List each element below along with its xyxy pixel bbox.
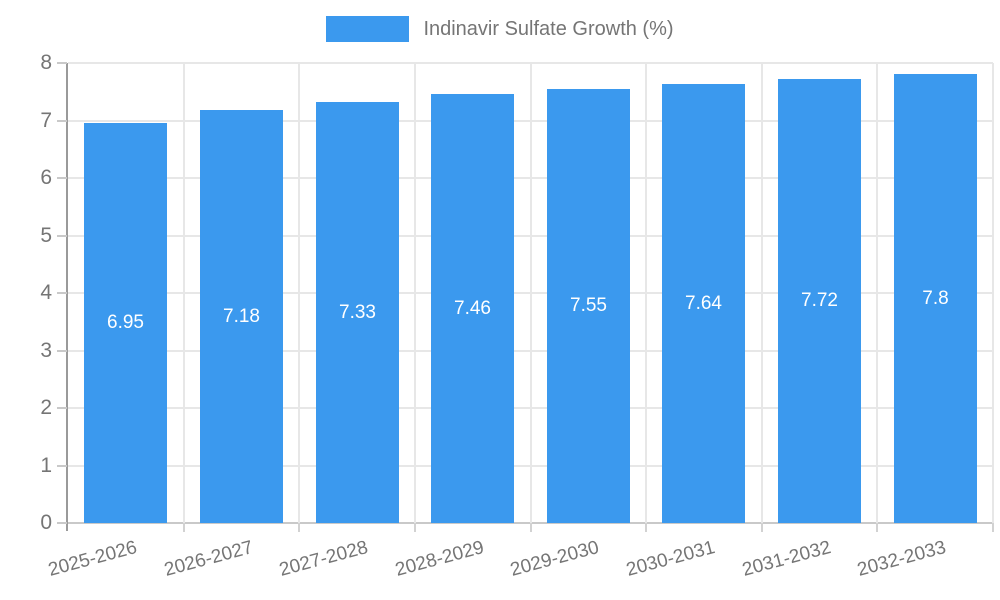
bar-value-label: 7.33 [339,301,376,323]
x-tick-label: 2025-2026 [46,537,140,581]
x-axis-tick [414,523,416,532]
gridline-x-boundary [530,63,532,523]
y-tick-label: 4 [40,281,52,304]
y-axis-tick [57,522,67,524]
bar-2027-2028[interactable]: 7.33 [316,102,399,523]
x-axis-tick [761,523,763,532]
gridline-x-boundary [298,63,300,523]
y-tick-label: 2 [40,396,52,419]
x-tick-label: 2029-2030 [508,537,602,581]
x-axis-tick [992,523,994,532]
x-tick-label: 2031-2032 [739,537,833,581]
bar-value-label: 7.64 [685,292,722,314]
bar-value-label: 7.8 [922,287,949,309]
y-axis-tick [57,119,67,122]
y-tick-label: 5 [40,223,52,247]
y-tick-label: 7 [40,108,52,132]
gridline-x-boundary [183,63,185,523]
legend-swatch[interactable] [326,16,410,42]
bar-2025-2026[interactable]: 6.95 [84,123,167,523]
y-axis-tick [57,177,67,179]
y-axis-tick [57,234,67,237]
y-tick-label: 8 [40,51,52,74]
y-tick-label: 3 [40,338,52,362]
bar-2026-2027[interactable]: 7.18 [200,110,283,523]
bar-2028-2029[interactable]: 7.46 [431,94,514,523]
x-tick-label: 2027-2028 [277,537,371,581]
bar-value-label: 7.72 [801,290,838,311]
plot-area: 6.95 7.18 7.33 7.46 7.55 7.64 7.72 7.8 [68,62,994,524]
y-axis-tick [57,407,67,409]
gridline-x-boundary [761,63,763,523]
y-axis-tick [57,349,67,352]
y-axis-tick [57,62,67,64]
x-axis-tick [298,523,300,532]
bar-value-label: 7.18 [223,305,260,327]
gridline-x-boundary [414,63,416,523]
x-tick-label: 2028-2029 [392,537,487,581]
y-tick-label: 0 [40,511,52,534]
y-axis-tick [57,292,67,294]
y-tick-label: 1 [40,453,52,477]
y-axis-line [66,63,68,531]
bar-2032-2033[interactable]: 7.8 [894,74,977,523]
bar-value-label: 7.55 [570,295,607,316]
x-tick-label: 2026-2027 [161,537,255,581]
x-axis-tick [530,523,532,532]
bar-value-label: 7.46 [454,297,491,319]
x-axis-tick [645,523,647,532]
bar-2030-2031[interactable]: 7.64 [662,84,745,523]
gridline-x-boundary [876,63,878,523]
bar-2031-2032[interactable]: 7.72 [778,79,861,523]
x-tick-label: 2030-2031 [624,537,718,581]
x-axis-tick [876,523,878,532]
bar-2029-2030[interactable]: 7.55 [547,89,630,523]
x-axis-tick [183,523,185,532]
y-tick-label: 6 [40,166,52,189]
chart-legend[interactable]: Indinavir Sulfate Growth (%) [0,16,1000,42]
gridline-x-boundary [992,63,994,523]
gridline-x-boundary [645,63,647,523]
x-tick-label: 2032-2033 [855,537,949,581]
y-axis-tick [57,464,67,467]
legend-label: Indinavir Sulfate Growth (%) [423,17,674,40]
bar-value-label: 6.95 [107,312,144,333]
